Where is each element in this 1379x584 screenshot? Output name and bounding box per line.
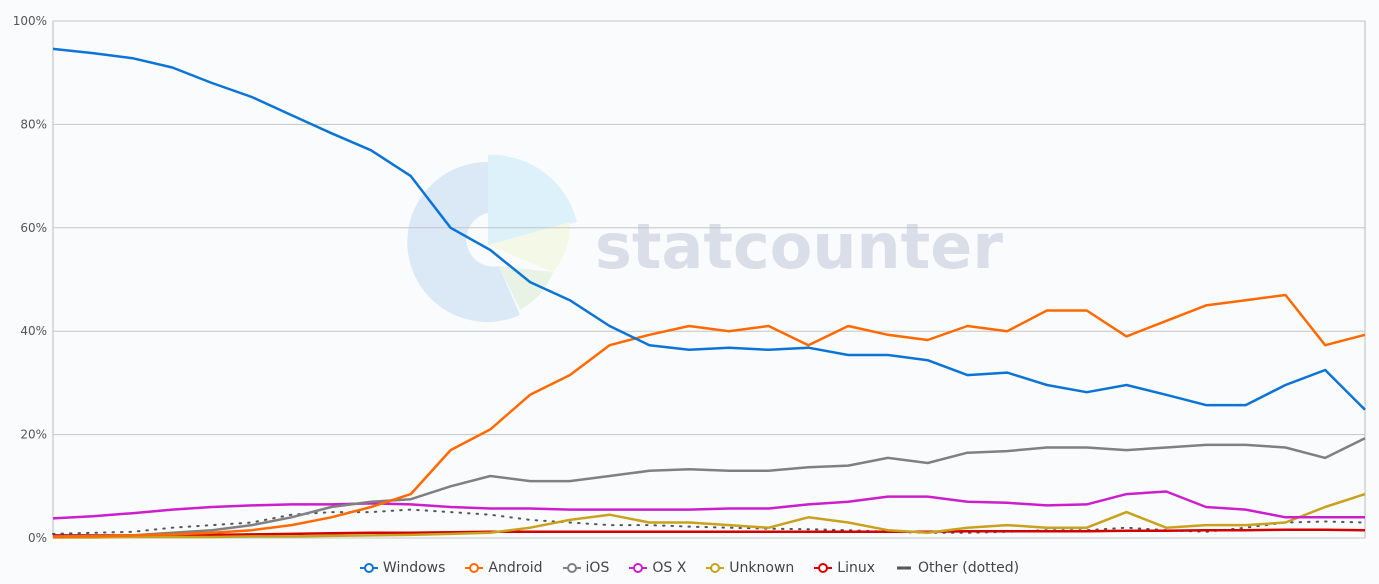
legend-item-windows[interactable]: Windows [359,560,446,576]
legend-item-ios[interactable]: iOS [562,560,610,576]
line-marker-icon [897,566,912,570]
legend-label: Other (dotted) [918,560,1020,576]
y-tick-label: 80% [20,117,47,131]
circle-marker-icon [465,563,484,573]
series-line-linux[interactable] [53,528,1366,537]
series-line-other-dotted[interactable] [52,508,1366,535]
line-chart: statcounter 0% 20% 40% 60% 80% 100% [13,14,1366,545]
legend-label: iOS [585,560,610,576]
watermark-logo-slice-green [499,266,553,310]
legend-item-linux[interactable]: Linux [814,560,875,576]
series-line-windows[interactable] [52,47,1366,411]
legend-item-os-x[interactable]: OS X [629,560,686,576]
legend-label: Android [488,560,543,576]
watermark-text: statcounter [595,210,1003,283]
watermark-logo-slice-blue [407,161,520,322]
series-line-android[interactable] [52,293,1366,539]
series-line-unknown[interactable] [53,492,1366,539]
legend-label: Linux [837,560,876,576]
circle-marker-icon [359,563,378,573]
y-tick-label: 20% [20,428,47,442]
y-tick-label: 0% [28,531,47,545]
circle-marker-icon [629,563,648,573]
legend-item-other-dotted[interactable]: Other (dotted) [895,560,1019,576]
watermark-logo-slice-yellow [488,222,571,272]
series-line-os-x[interactable] [52,490,1365,520]
y-tick-label: 60% [20,221,47,235]
y-tick-label: 100% [13,14,47,28]
chart-legend: Windows Android iOS OS X Unknown Linux Other (… [0,560,1379,576]
legend-label: OS X [652,560,687,576]
y-tick-label: 40% [20,324,47,338]
legend-item-android[interactable]: Android [465,560,543,576]
legend-label: Unknown [729,560,795,576]
circle-marker-icon [562,563,581,573]
watermark-logo-slice-cyan [488,154,577,245]
circle-marker-icon [814,563,833,573]
series-line-ios[interactable] [52,437,1366,538]
legend-item-unknown[interactable]: Unknown [706,560,794,576]
statcounter-watermark: statcounter [407,154,1003,322]
legend-label: Windows [382,560,446,576]
circle-marker-icon [706,563,725,573]
